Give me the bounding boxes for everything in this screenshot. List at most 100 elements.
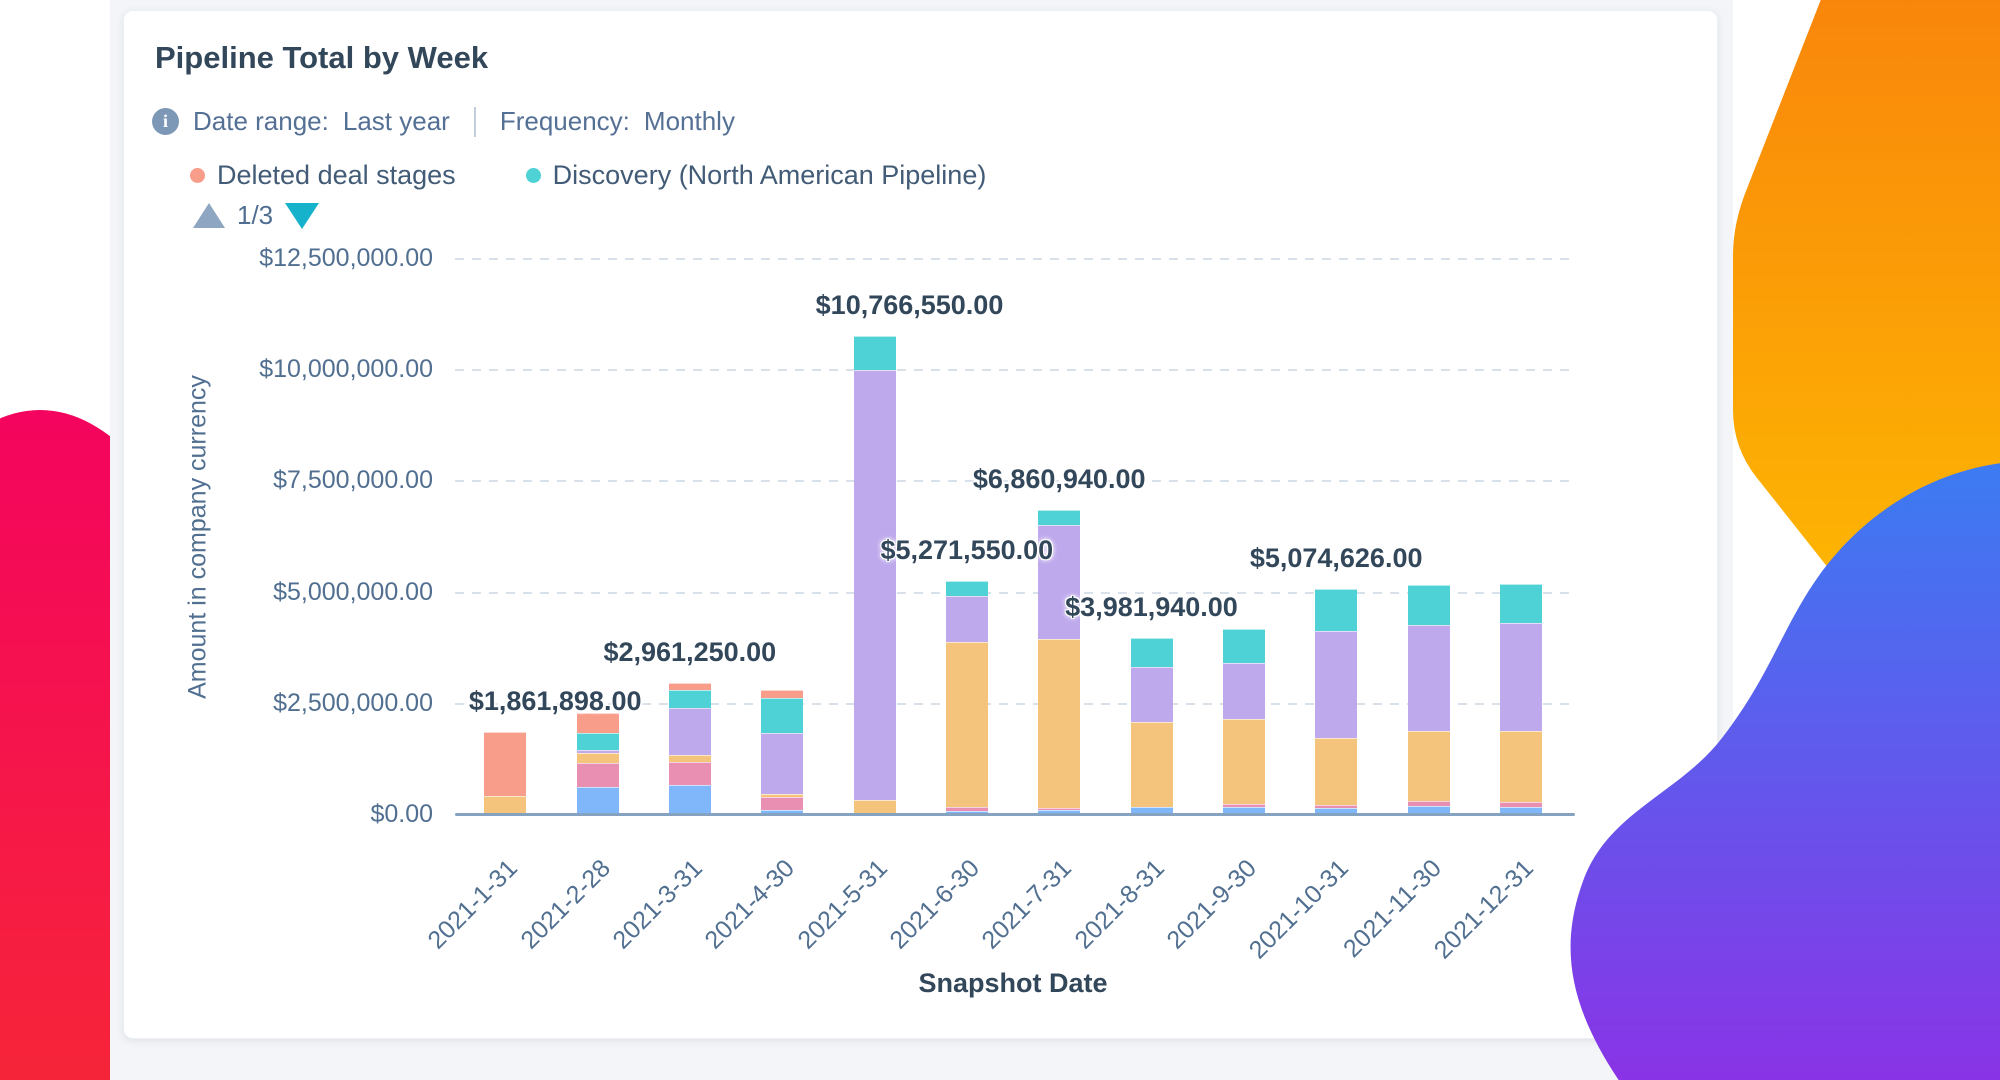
frequency-value: Monthly — [643, 106, 735, 136]
y-tick-label: $12,500,000.00 — [259, 244, 433, 272]
y-tick-label: $2,500,000.00 — [273, 688, 433, 717]
bar-segment[interactable] — [945, 595, 988, 643]
gridline — [455, 702, 1575, 705]
bar-segment[interactable] — [1407, 801, 1450, 807]
bar-segment[interactable] — [576, 733, 619, 751]
bar-segment[interactable] — [1038, 509, 1081, 526]
bar-segment[interactable] — [576, 753, 619, 764]
legend-item-discovery[interactable]: Discovery (North American Pipeline) — [525, 160, 987, 191]
report-card — [123, 10, 1718, 1039]
bar-segment[interactable] — [668, 707, 711, 755]
bar-segment[interactable] — [761, 690, 804, 698]
bar-segment[interactable] — [761, 797, 804, 811]
bar-segment[interactable] — [1222, 662, 1265, 719]
bar-segment[interactable] — [576, 712, 619, 734]
bar-segment[interactable] — [1499, 622, 1542, 732]
bar-segment[interactable] — [1315, 738, 1358, 805]
bar-segment[interactable] — [945, 806, 988, 811]
bar-total-label: $3,981,940.00 — [1065, 591, 1238, 622]
bar-segment[interactable] — [1407, 625, 1450, 732]
gridline — [455, 480, 1575, 483]
chart-legend: Deleted deal stages Discovery (North Ame… — [190, 160, 986, 191]
bar-segment[interactable] — [1499, 731, 1542, 802]
gridline — [455, 369, 1575, 372]
y-axis-title: Amount in company currency — [183, 375, 212, 699]
bar-segment[interactable] — [761, 794, 804, 798]
bar-segment[interactable] — [1499, 584, 1542, 623]
bar-segment[interactable] — [853, 799, 896, 813]
bar-segment[interactable] — [1038, 810, 1081, 815]
y-tick-label: $5,000,000.00 — [273, 577, 433, 606]
bar-segment[interactable] — [668, 784, 711, 815]
bar-segment[interactable] — [1222, 806, 1265, 815]
bar-segment[interactable] — [945, 642, 988, 807]
bar-segment[interactable] — [668, 683, 711, 691]
bar-segment[interactable] — [1222, 628, 1265, 663]
y-tick-label: $0.00 — [370, 800, 433, 828]
bar-total-label: $5,074,626.00 — [1249, 543, 1423, 574]
report-meta-row: i Date range: Last year Frequency: Month… — [152, 106, 735, 137]
legend-dot-salmon — [190, 168, 205, 183]
y-tick-label: $7,500,000.00 — [273, 466, 433, 495]
bar-segment[interactable] — [576, 750, 619, 754]
bar-segment[interactable] — [1315, 589, 1358, 631]
bar-segment[interactable] — [576, 787, 619, 815]
bar-segment[interactable] — [1315, 807, 1358, 815]
info-icon[interactable]: i — [152, 108, 179, 135]
y-tick-label: $10,000,000.00 — [259, 355, 433, 384]
legend-dot-teal — [525, 168, 541, 183]
bar-total-label: $10,766,550.00 — [815, 290, 1004, 321]
bar-segment[interactable] — [853, 370, 896, 800]
bar-segment[interactable] — [1222, 803, 1265, 807]
bar-segment[interactable] — [1222, 718, 1265, 804]
bar-segment[interactable] — [761, 733, 804, 795]
bar-segment[interactable] — [761, 698, 804, 734]
bar-segment[interactable] — [945, 580, 988, 596]
bar-segment[interactable] — [1038, 525, 1081, 640]
gridline — [455, 591, 1575, 594]
legend-item-deleted-deal-stages[interactable]: Deleted deal stages — [190, 160, 456, 191]
bar-segment[interactable] — [1407, 806, 1450, 815]
bar-segment[interactable] — [1315, 804, 1358, 808]
legend-page-down-icon[interactable] — [285, 202, 320, 229]
legend-label: Deleted deal stages — [217, 160, 456, 190]
bar-segment[interactable] — [576, 763, 619, 788]
x-axis-title: Snapshot Date — [918, 968, 1108, 998]
bar-segment[interactable] — [1130, 806, 1173, 815]
date-range-value: Last year — [342, 106, 450, 136]
bar-segment[interactable] — [668, 754, 711, 762]
bar-total-label: $5,271,550.00 — [880, 534, 1054, 565]
bar-segment[interactable] — [668, 690, 711, 708]
legend-page-up-icon[interactable] — [193, 203, 225, 228]
legend-pagination: 1/3 — [193, 200, 320, 231]
bar-segment[interactable] — [484, 796, 527, 815]
bar-segment[interactable] — [1038, 639, 1081, 808]
legend-page-indicator: 1/3 — [237, 200, 274, 230]
bar-segment[interactable] — [1407, 731, 1450, 802]
bar-segment[interactable] — [853, 336, 896, 371]
bar-total-label: $1,861,898.00 — [468, 686, 642, 717]
bar-segment[interactable] — [1130, 722, 1173, 807]
bar-segment[interactable] — [668, 761, 711, 785]
bar-segment[interactable] — [945, 810, 988, 815]
bar-segment[interactable] — [1499, 806, 1542, 815]
bar-segment[interactable] — [484, 732, 527, 797]
report-title: Pipeline Total by Week — [155, 40, 489, 75]
bar-segment[interactable] — [1130, 667, 1173, 723]
bar-segment[interactable] — [1130, 637, 1173, 668]
legend-label: Discovery (North American Pipeline) — [552, 160, 987, 190]
bar-segment[interactable] — [1315, 630, 1358, 739]
bar-total-label: $2,961,250.00 — [603, 637, 777, 668]
frequency-label: Frequency: — [499, 106, 630, 136]
bar-segment[interactable] — [1038, 807, 1081, 811]
meta-divider — [473, 106, 476, 137]
x-axis-line — [455, 813, 1575, 816]
bar-total-label: $6,860,940.00 — [972, 463, 1146, 494]
gridline — [455, 258, 1575, 260]
date-range-label: Date range: — [193, 106, 329, 136]
bar-segment[interactable] — [1407, 585, 1450, 626]
bar-segment[interactable] — [1499, 801, 1542, 807]
bar-segment[interactable] — [761, 810, 804, 815]
